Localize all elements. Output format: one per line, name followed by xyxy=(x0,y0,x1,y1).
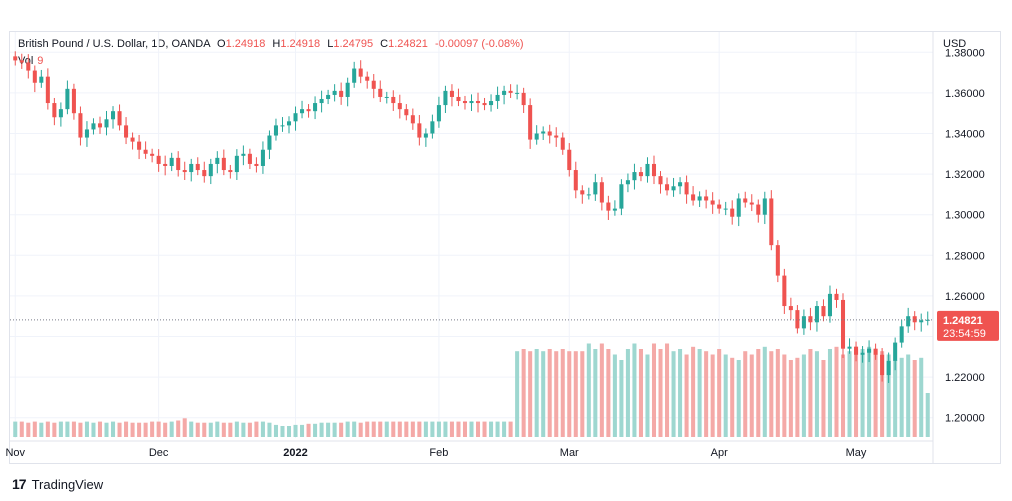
currency-label: USD xyxy=(943,38,967,50)
close-label: C xyxy=(380,38,389,50)
high-label: H xyxy=(272,38,281,50)
volume-legend: Vol 9 xyxy=(18,55,43,67)
close-value: 1.24821 xyxy=(388,38,428,50)
high-value: 1.24918 xyxy=(280,38,321,50)
symbol-title: British Pound / U.S. Dollar, 1D, OANDA xyxy=(18,38,210,50)
low-label: L xyxy=(327,38,334,50)
change-value: -0.00097 (-0.08%) xyxy=(434,38,524,50)
tradingview-brand-name: TradingView xyxy=(31,476,104,492)
volume-value: 9 xyxy=(37,55,44,67)
low-value: 1.24795 xyxy=(333,38,374,50)
chart-legend: British Pound / U.S. Dollar, 1D, OANDA O… xyxy=(18,38,524,50)
chart-frame xyxy=(9,31,1001,464)
tradingview-logo[interactable]: 17 TradingView xyxy=(12,476,103,492)
volume-label: Vol xyxy=(18,55,34,67)
open-label: O xyxy=(217,38,226,50)
tradingview-logo-icon: 17 xyxy=(12,476,27,492)
open-value: 1.24918 xyxy=(225,38,266,50)
